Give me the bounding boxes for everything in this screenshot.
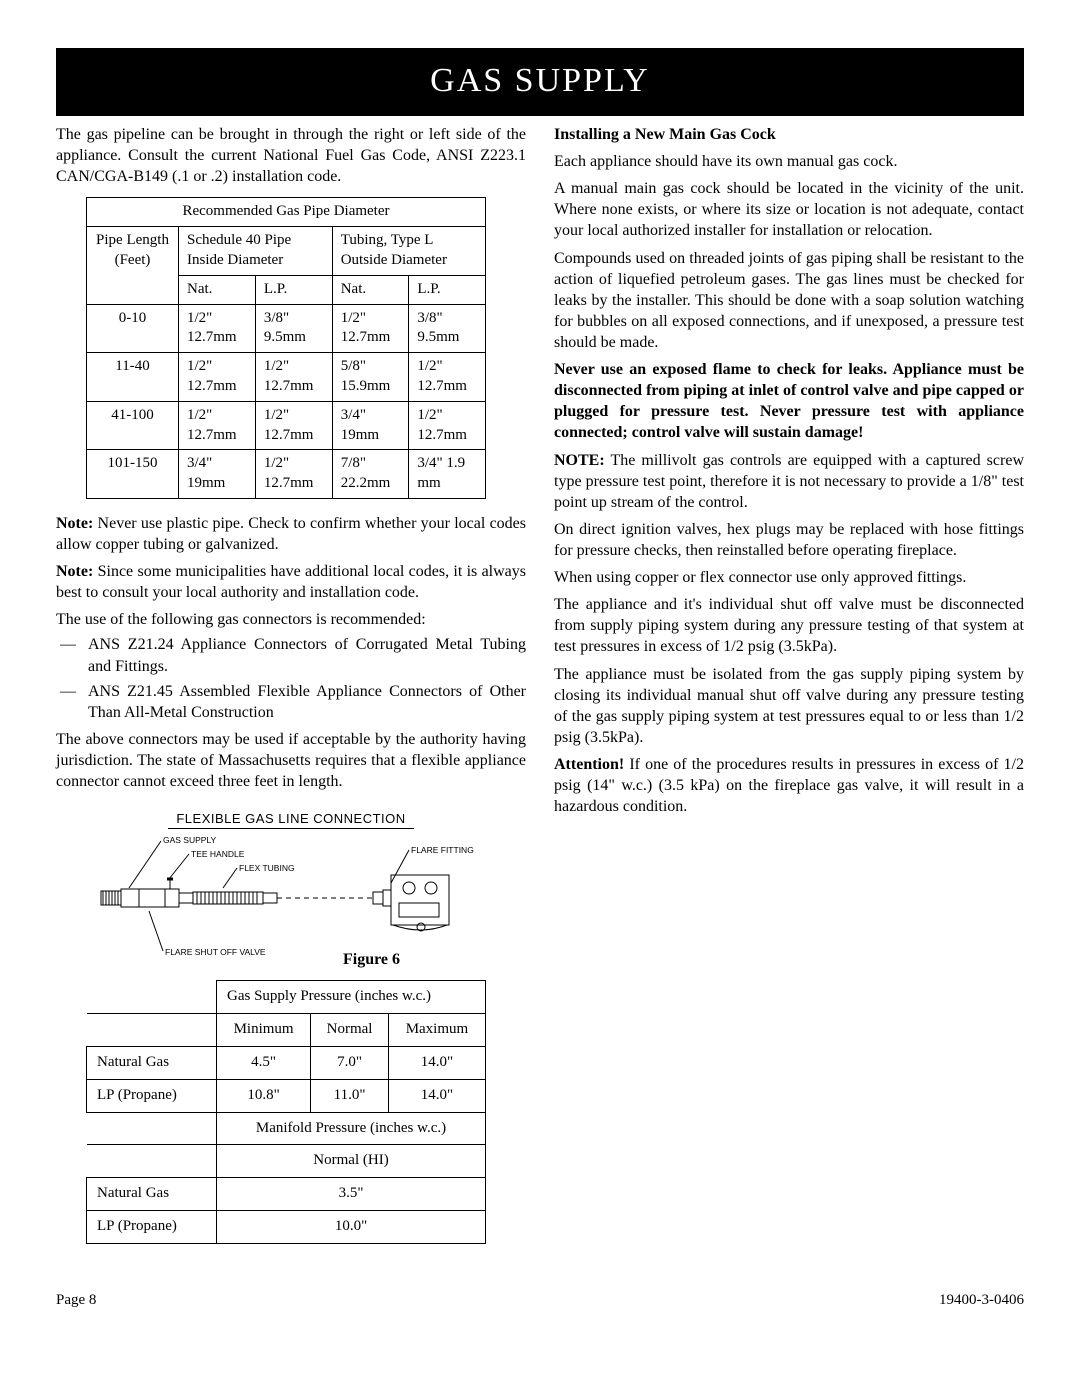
connectors-intro: The use of the following gas connectors … [56, 609, 526, 630]
flexible-gas-line-diagram: GAS SUPPLY TEE HANDLE FLEX TUBING FLARE … [91, 833, 491, 963]
label-gas-supply: GAS SUPPLY [163, 835, 217, 845]
cell: Normal [311, 1014, 389, 1047]
cell: L.P. [255, 275, 332, 304]
paragraph: On direct ignition valves, hex plugs may… [554, 519, 1024, 561]
paragraph: The appliance must be isolated from the … [554, 664, 1024, 748]
list-item: —ANS Z21.24 Appliance Connectors of Corr… [56, 634, 526, 676]
paragraph: A manual main gas cock should be located… [554, 178, 1024, 241]
normal-hi-header: Normal (HI) [217, 1145, 486, 1178]
table-row: LP (Propane) 10.0" [87, 1211, 486, 1244]
paragraph: When using copper or flex connector use … [554, 567, 1024, 588]
pressure-table: Gas Supply Pressure (inches w.c.) Minimu… [86, 980, 486, 1243]
page-banner: GAS SUPPLY [56, 48, 1024, 116]
doc-number: 19400-3-0406 [939, 1292, 1024, 1309]
label-flare-fitting: FLARE FITTING [411, 845, 474, 855]
label-tee-handle: TEE HANDLE [191, 849, 245, 859]
two-column-layout: The gas pipeline can be brought in throu… [56, 124, 1024, 1258]
figure-caption: Figure 6 [343, 951, 400, 968]
pipe-diameter-table: Recommended Gas Pipe Diameter Pipe Lengt… [86, 197, 486, 499]
paragraph: Compounds used on threaded joints of gas… [554, 248, 1024, 354]
connector-list: —ANS Z21.24 Appliance Connectors of Corr… [56, 634, 526, 722]
supply-header: Gas Supply Pressure (inches w.c.) [217, 981, 486, 1014]
table1-title: Recommended Gas Pipe Diameter [87, 198, 486, 227]
note-2: Note: Since some municipalities have add… [56, 561, 526, 603]
cell: Minimum [217, 1014, 311, 1047]
attention-paragraph: Attention! If one of the procedures resu… [554, 754, 1024, 817]
paragraph: The appliance and it's individual shut o… [554, 594, 1024, 657]
warning-bold: Never use an exposed flame to check for … [554, 359, 1024, 443]
label-flex-tubing: FLEX TUBING [239, 863, 295, 873]
left-column: The gas pipeline can be brought in throu… [56, 124, 526, 1258]
cell: Nat. [179, 275, 256, 304]
page-footer: Page 8 19400-3-0406 [56, 1292, 1024, 1309]
figure-6: FLEXIBLE GAS LINE CONNECTION GAS SUPPLY … [91, 810, 491, 970]
subhead-installing: Installing a New Main Gas Cock [554, 124, 1024, 145]
paragraph: Each appliance should have its own manua… [554, 151, 1024, 172]
cell: Nat. [332, 275, 409, 304]
label-flare-shut-off: FLARE SHUT OFF VALVE [165, 947, 266, 957]
intro-paragraph: The gas pipeline can be brought in throu… [56, 124, 526, 187]
right-column: Installing a New Main Gas Cock Each appl… [554, 124, 1024, 1258]
col-schedule: Schedule 40 Pipe Inside Diameter [179, 227, 333, 276]
table-row: 41-100 1/2" 12.7mm1/2" 12.7mm 3/4" 19mm1… [87, 401, 486, 450]
connectors-after: The above connectors may be used if acce… [56, 729, 526, 792]
table-row: 11-40 1/2" 12.7mm1/2" 12.7mm 5/8" 15.9mm… [87, 353, 486, 402]
banner-title: GAS SUPPLY [56, 62, 1024, 100]
list-item: —ANS Z21.45 Assembled Flexible Appliance… [56, 681, 526, 723]
page-number: Page 8 [56, 1292, 96, 1309]
col-tubing: Tubing, Type L Outside Diameter [332, 227, 485, 276]
col-pipe-length: Pipe Length (Feet) [87, 227, 179, 304]
table-row: LP (Propane) 10.8"11.0"14.0" [87, 1079, 486, 1112]
table-row: 101-150 3/4" 19mm1/2" 12.7mm 7/8" 22.2mm… [87, 450, 486, 499]
note-paragraph: NOTE: The millivolt gas controls are equ… [554, 450, 1024, 513]
table-row: Natural Gas 4.5"7.0"14.0" [87, 1047, 486, 1080]
cell: L.P. [409, 275, 486, 304]
table-row: 0-10 1/2" 12.7mm3/8" 9.5mm 1/2" 12.7mm3/… [87, 304, 486, 353]
table-row: Natural Gas 3.5" [87, 1178, 486, 1211]
manifold-header: Manifold Pressure (inches w.c.) [217, 1112, 486, 1145]
figure-title: FLEXIBLE GAS LINE CONNECTION [91, 810, 491, 829]
cell: Maximum [388, 1014, 485, 1047]
note-1: Note: Never use plastic pipe. Check to c… [56, 513, 526, 555]
